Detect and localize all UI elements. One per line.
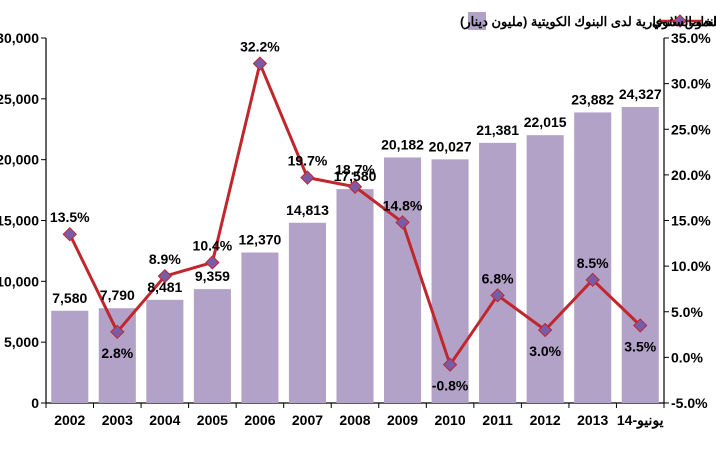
growth-value-label: 3.0% [529, 343, 561, 359]
growth-marker [157, 268, 173, 284]
bar [51, 310, 89, 403]
growth-marker [205, 255, 220, 270]
bar-value-label: 17,580 [334, 168, 377, 184]
bar-value-label: 20,182 [381, 136, 424, 152]
growth-value-label: -0.8% [432, 378, 469, 394]
growth-value-label: 18.7% [335, 162, 375, 178]
data-labels: 7,580 7,7908,4819,35912,37014,81317,58020… [50, 39, 662, 394]
legend-bar-label: ودائع القطاع الخاص الادخارية لدى البنوك … [460, 14, 716, 30]
y-left-tick-label: 30,000 [0, 30, 39, 46]
x-tick-label: 2013 [577, 412, 608, 428]
x-tick-label: 2009 [387, 412, 418, 428]
legend-line-label: نسبة النمو السنوي [652, 14, 716, 30]
x-tick-label: 2002 [54, 412, 85, 428]
bar-value-label: 8,481 [147, 279, 182, 295]
growth-marker [633, 318, 648, 333]
bar-value-label: 9,359 [195, 268, 230, 284]
y-left-tick-label: 5,000 [4, 334, 39, 350]
bar-value-label: 7,580 [52, 290, 87, 306]
x-tick-label: 2010 [434, 412, 465, 428]
legend-bar-swatch [468, 12, 486, 30]
y-right-tick-label: -5.0% [671, 395, 708, 411]
growth-value-label: 10.4% [193, 237, 233, 253]
bar-value-label: 23,882 [571, 91, 614, 107]
growth-value-label: 13.5% [50, 209, 90, 225]
bar-value-label: 22,015 [524, 114, 567, 130]
y-left-tick-label: 20,000 [0, 152, 39, 168]
x-tick-label: 2012 [530, 412, 561, 428]
x-tick-label: 2007 [292, 412, 323, 428]
legend-line-marker [673, 14, 687, 28]
axes: 0 5,000 10,000 15,000 20,000 25,000 30,000 -5.0… [0, 30, 711, 429]
x-tick-label: 2006 [244, 412, 275, 428]
bar-value-label: 24,327 [619, 86, 662, 102]
growth-marker [490, 288, 505, 303]
bar-value-label: 12,370 [239, 231, 282, 247]
growth-marker [62, 226, 77, 242]
growth-marker [300, 170, 315, 185]
x-tick-label: 2008 [339, 412, 370, 428]
bar [193, 289, 231, 403]
y-right-tick-label: 5.0% [671, 304, 703, 320]
y-left-tick-label: 0 [31, 395, 39, 411]
bar [241, 252, 279, 403]
bar-value-label: 21,381 [476, 122, 519, 138]
legend: ودائع القطاع الخاص الادخارية لدى البنوك … [460, 12, 716, 30]
bar-value-label: 20,027 [429, 138, 472, 154]
bar-value-label: 7,790 [100, 287, 135, 303]
growth-marker [537, 322, 553, 338]
bar [621, 107, 659, 404]
y-right-tick-label: 25.0% [671, 121, 711, 137]
bar [98, 308, 136, 403]
y-left-tick-label: 25,000 [0, 91, 39, 107]
growth-marker [585, 272, 600, 288]
y-right-tick-label: 30.0% [671, 76, 711, 92]
x-tick-label: 2003 [102, 412, 133, 428]
growth-value-label: 2.8% [101, 345, 133, 361]
growth-value-label: 8.9% [149, 251, 181, 267]
bar [336, 189, 374, 403]
growth-value-label: 14.8% [383, 197, 423, 213]
growth-value-label: 3.5% [624, 338, 656, 354]
y-left-tick-label: 10,000 [0, 273, 39, 289]
y-right-tick-label: 15.0% [671, 213, 711, 229]
bar [146, 299, 184, 403]
y-right-tick-label: 35.0% [671, 30, 711, 46]
y-right-tick-label: 0.0% [671, 349, 703, 365]
y-left-tick-label: 15,000 [0, 213, 39, 229]
bar [574, 112, 612, 403]
x-tick-label: يونيو-14 [617, 412, 664, 429]
growth-marker [442, 357, 458, 372]
bar [383, 157, 422, 403]
growth-marker [110, 324, 125, 340]
bar-value-label: 14,813 [286, 202, 329, 218]
growth-value-label: 6.8% [482, 270, 514, 286]
bar-series [51, 107, 659, 404]
growth-marker [252, 56, 268, 71]
y-right-tick-label: 10.0% [671, 258, 711, 274]
x-tick-label: 2004 [149, 412, 180, 428]
y-right-tick-label: 20.0% [671, 167, 711, 183]
x-tick-label: 2011 [482, 412, 513, 428]
growth-line-series [62, 56, 648, 372]
growth-value-label: 19.7% [288, 153, 328, 169]
growth-value-label: 8.5% [577, 255, 609, 271]
bar [526, 135, 564, 404]
growth-marker [395, 215, 410, 230]
growth-value-label: 32.2% [240, 39, 280, 55]
x-tick-label: 2005 [197, 412, 228, 428]
bar [479, 142, 517, 403]
growth-marker [347, 179, 363, 194]
bar [288, 222, 327, 403]
